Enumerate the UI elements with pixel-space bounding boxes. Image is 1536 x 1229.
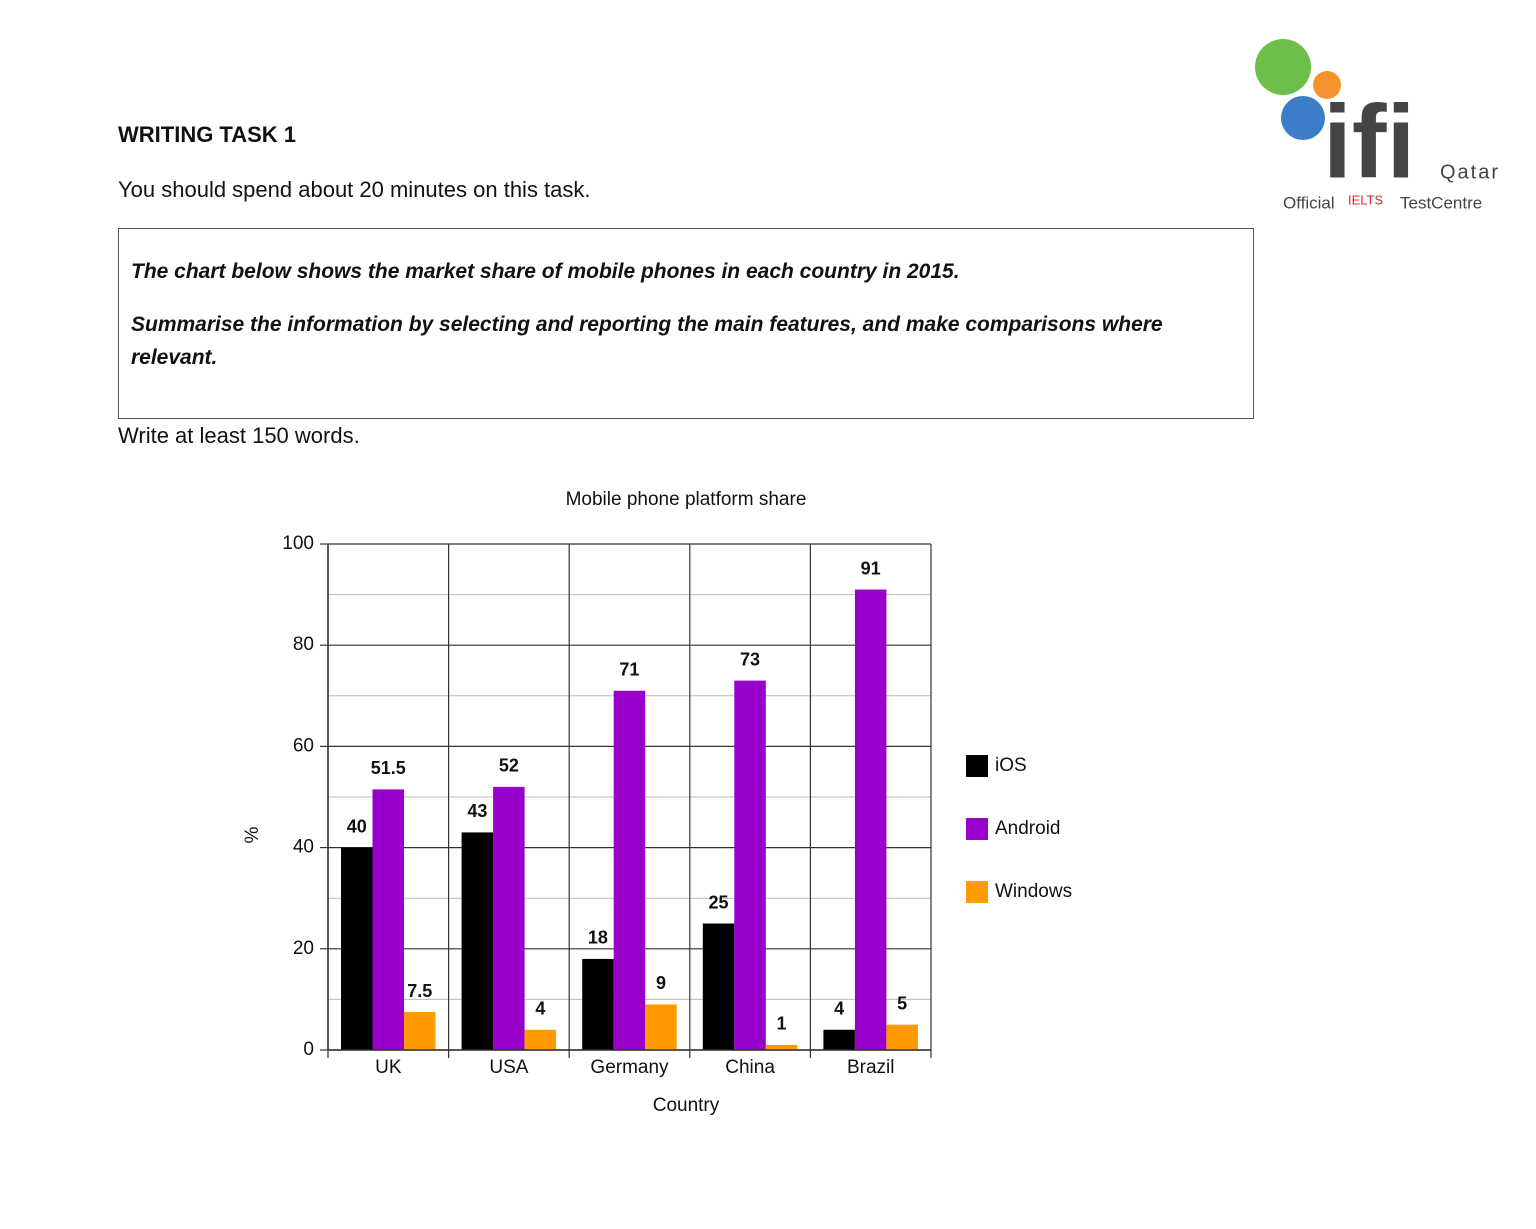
data-label: 52	[499, 756, 519, 776]
data-label: 5	[897, 993, 907, 1013]
legend-label: Windows	[995, 881, 1072, 902]
logo-brand: ifi	[1323, 84, 1415, 200]
logo-dot	[1281, 96, 1325, 140]
y-tick-label: 60	[293, 735, 314, 756]
logo-region: Qatar	[1440, 161, 1500, 183]
logo-centre: TestCentre	[1400, 193, 1482, 212]
y-tick-label: 40	[293, 837, 314, 858]
heading: WRITING TASK 1	[118, 122, 297, 147]
chart-title: Mobile phone platform share	[566, 489, 807, 510]
instruction: You should spend about 20 minutes on thi…	[118, 177, 591, 202]
bar	[823, 1029, 855, 1050]
prompt-box: The chart below shows the market share o…	[118, 228, 1254, 419]
bar	[341, 847, 373, 1050]
bar	[765, 1044, 798, 1050]
y-tick-label: 20	[293, 938, 314, 959]
data-label: 4	[535, 999, 545, 1019]
data-label: 40	[347, 816, 367, 836]
bar	[702, 923, 735, 1050]
bar	[613, 690, 646, 1050]
bar	[854, 589, 887, 1050]
legend-swatch	[966, 818, 988, 840]
bar	[493, 786, 525, 1050]
bar	[734, 680, 766, 1050]
x-tick-label: China	[725, 1057, 775, 1078]
data-label: 4	[834, 999, 844, 1019]
bar	[524, 1029, 557, 1050]
x-tick-label: Germany	[590, 1057, 669, 1078]
data-label: 18	[588, 928, 608, 948]
bar	[461, 832, 494, 1050]
logo-dot	[1313, 71, 1341, 99]
data-label: 25	[709, 892, 729, 912]
x-tick-label: Brazil	[847, 1057, 895, 1078]
data-label: 91	[861, 558, 881, 578]
word-count: Write at least 150 words.	[118, 423, 360, 448]
y-axis-label: %	[242, 826, 263, 843]
prompt-text: The chart below shows the market share o…	[131, 260, 960, 283]
y-tick-label: 100	[282, 533, 314, 554]
bar	[582, 958, 614, 1050]
x-tick-label: UK	[375, 1057, 402, 1078]
y-tick-label: 80	[293, 634, 314, 655]
legend-swatch	[966, 881, 988, 903]
data-label: 71	[619, 659, 639, 679]
bar	[372, 789, 404, 1050]
x-tick-label: USA	[489, 1057, 528, 1078]
logo-official: Official	[1283, 193, 1335, 212]
legend-label: iOS	[995, 755, 1027, 776]
bar	[886, 1024, 918, 1050]
data-label: 73	[740, 649, 760, 669]
logo-ielts: IELTS	[1348, 192, 1383, 207]
x-axis-label: Country	[653, 1095, 720, 1116]
data-label: 43	[467, 801, 487, 821]
data-label: 1	[777, 1014, 787, 1034]
bar	[404, 1012, 436, 1050]
logo-dot	[1255, 39, 1311, 95]
chart: Mobile phone platform share Country % 0 2…	[242, 489, 1072, 1116]
data-label: 51.5	[371, 758, 406, 778]
bar	[645, 1004, 677, 1050]
data-label: 9	[656, 973, 666, 993]
y-tick-label: 0	[303, 1039, 314, 1060]
legend-swatch	[966, 755, 988, 777]
data-label: 7.5	[407, 981, 432, 1001]
legend-label: Android	[995, 818, 1061, 839]
prompt-text: Summarise the information by selecting a…	[131, 313, 1163, 369]
